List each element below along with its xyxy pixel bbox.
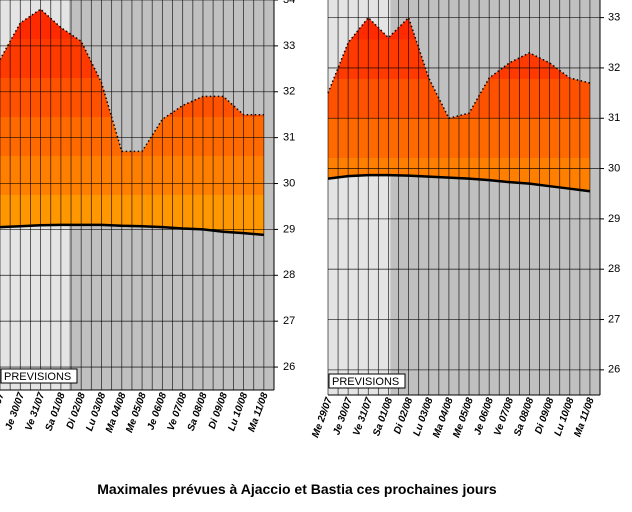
- x-tick-label: Di 09/08: [207, 391, 230, 431]
- y-tick-label: 29: [608, 213, 620, 225]
- y-tick-label: 30: [608, 162, 620, 174]
- y-tick-label: 33: [283, 40, 295, 52]
- y-tick-label: 31: [283, 132, 295, 144]
- normal-line: [327, 173, 591, 193]
- y-tick-label: 28: [283, 269, 295, 281]
- x-tick-label: Ma 11/08: [246, 391, 270, 434]
- annotation-box: [328, 373, 406, 389]
- y-tick-label: 31: [608, 112, 620, 124]
- y-tick-label: 32: [608, 62, 620, 74]
- y-tick-label: 26: [608, 364, 620, 376]
- annotation-box: [0, 368, 78, 384]
- annotation: PREVISIONS: [332, 376, 399, 388]
- y-tick-label: 27: [608, 313, 620, 325]
- normal-line: [0, 223, 264, 237]
- y-tick-label: 32: [283, 86, 295, 98]
- y-tick-label: 28: [608, 263, 620, 275]
- forecast-area: [0, 9, 264, 235]
- y-tick-label: 33: [608, 12, 620, 24]
- y-tick-label: 29: [283, 223, 295, 235]
- x-tick-label: Ma 11/08: [572, 396, 596, 439]
- annotation: PREVISIONS: [4, 371, 71, 383]
- x-tick-label: Di 02/08: [65, 391, 88, 431]
- y-tick-label: 34: [283, 0, 295, 6]
- forecast-area: [328, 17, 590, 192]
- caption: Maximales prévues à Ajaccio et Bastia ce…: [97, 481, 497, 497]
- y-tick-label: 27: [283, 315, 295, 327]
- y-tick-label: 30: [283, 177, 295, 189]
- y-tick-label: 26: [283, 361, 295, 373]
